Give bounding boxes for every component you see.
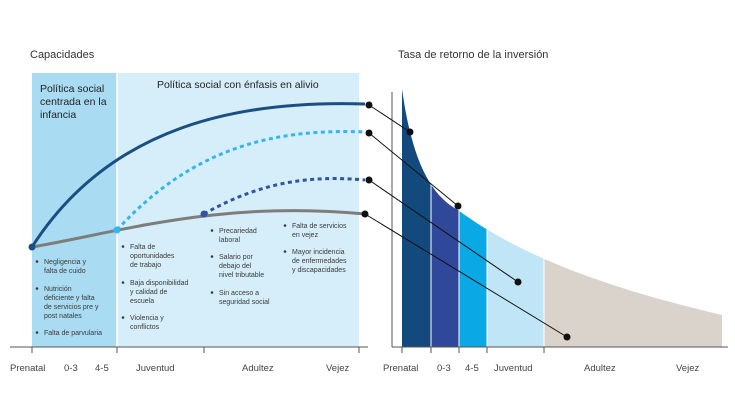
band-separators [430,150,545,347]
origin-point [28,243,36,251]
left-panel-title: Capacidades [30,49,95,61]
svg-text:0-3: 0-3 [64,363,78,374]
svg-text:4-5: 4-5 [465,363,479,374]
risk-factors-old-age: Falta de servicios en vejez Mayor inciden… [283,223,347,274]
high-capacity-curve [30,102,366,248]
left-axis-labels: Prenatal 0-3 4-5 Juventud Adultez Vejez [10,363,349,374]
svg-text:Prenatal: Prenatal [383,363,418,374]
svg-text:Adultez: Adultez [584,363,616,374]
svg-text:Falta de parvularia: Falta de parvularia [44,330,102,337]
svg-text:Juventud: Juventud [136,363,175,374]
band-adulthood-old-age [544,89,722,347]
left-axis-ticks [31,347,360,353]
relief-region-label: Política social con énfasis en alivio [157,79,319,91]
risk-factors-adulthood: Precariedad laboral Salario por debajo del… [210,228,270,306]
youth-branch-point [113,226,121,234]
band-0-3 [431,89,459,347]
return-decay-area [402,89,722,347]
risk-factors-youth: Falta de oportunidades de trabajo Baja dis… [121,244,188,331]
panel-connectors [361,101,571,341]
svg-text:4-5: 4-5 [95,363,109,374]
svg-text:Juventud: Juventud [494,363,533,374]
base-capacity-curve [31,209,366,249]
svg-text:Adultez: Adultez [242,363,274,374]
adult-branch-point [200,210,208,218]
svg-text:Vejez: Vejez [676,363,699,374]
svg-text:Vejez: Vejez [326,363,349,374]
band-youth [487,89,544,347]
early-region-label: Política social centrada en la infancia [40,83,109,121]
svg-text:Prenatal: Prenatal [10,363,45,374]
band-prenatal [402,89,431,347]
right-axis-ticks [401,347,545,353]
right-panel-title: Tasa de retorno de la inversión [398,49,548,61]
right-axis-labels: Prenatal 0-3 4-5 Juventud Adultez Vejez [383,363,699,374]
svg-text:0-3: 0-3 [437,363,451,374]
band-4-5 [459,89,487,347]
risk-factors-prenatal: Negligencia y falta de cuido Nutrición def… [35,259,102,337]
early-childhood-policy-region [32,73,117,347]
mid-capacity-dotted-curve [115,130,366,232]
